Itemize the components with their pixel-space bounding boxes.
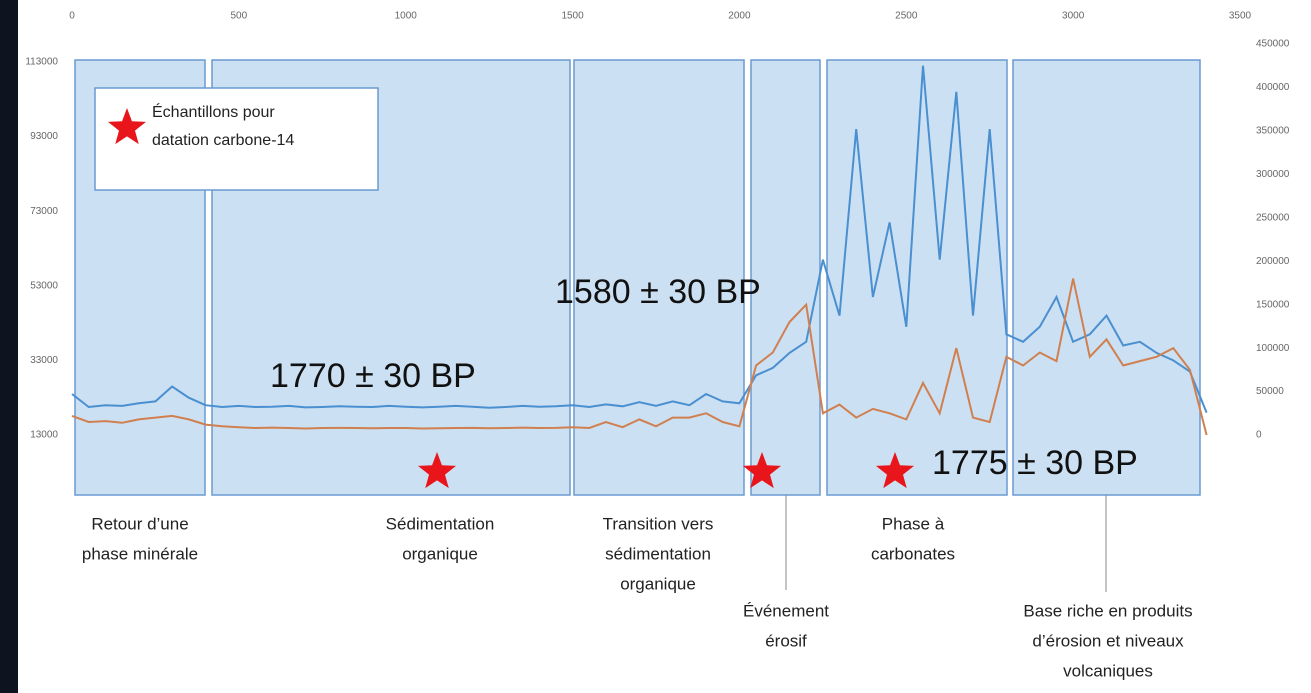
phase-box bbox=[1012, 59, 1201, 496]
phase-label: érosif bbox=[765, 631, 807, 650]
y-tick-label: 73000 bbox=[30, 206, 58, 217]
y-tick-label: 13000 bbox=[30, 430, 58, 441]
sample-star bbox=[742, 452, 782, 489]
x-tick-label: 3000 bbox=[1062, 11, 1085, 22]
y-tick-label: 93000 bbox=[30, 131, 58, 142]
y2-tick-label: 450000 bbox=[1256, 39, 1290, 50]
phase-label: organique bbox=[402, 544, 478, 563]
y2-tick-label: 50000 bbox=[1256, 386, 1284, 397]
sample-star bbox=[417, 452, 457, 489]
y2-tick-label: 250000 bbox=[1256, 212, 1290, 223]
y2-tick-label: 400000 bbox=[1256, 82, 1290, 93]
phase-label: carbonates bbox=[871, 544, 955, 563]
legend-text: Échantillons pour bbox=[152, 102, 275, 121]
data-line bbox=[71, 278, 1208, 436]
phase-label: Sédimentation bbox=[386, 514, 495, 533]
x-tick-label: 3500 bbox=[1229, 11, 1252, 22]
phase-label: Retour d’une bbox=[91, 514, 188, 533]
x-tick-label: 1500 bbox=[561, 11, 584, 22]
phase-label: Événement bbox=[743, 601, 829, 620]
phase-label: Phase à bbox=[882, 514, 945, 533]
x-tick-label: 2500 bbox=[895, 11, 918, 22]
phase-label: phase minérale bbox=[82, 544, 198, 563]
phase-label: Transition vers bbox=[603, 514, 714, 533]
legend-text: datation carbone-14 bbox=[152, 132, 294, 149]
left-strip bbox=[0, 0, 18, 693]
y2-tick-label: 0 bbox=[1256, 430, 1262, 441]
phase-label: organique bbox=[620, 574, 696, 593]
y-tick-label: 33000 bbox=[30, 355, 58, 366]
data-line bbox=[71, 65, 1208, 413]
phase-label: Base riche en produits bbox=[1023, 601, 1192, 620]
y2-tick-label: 100000 bbox=[1256, 343, 1290, 354]
legend-box bbox=[94, 87, 379, 191]
y-tick-label: 53000 bbox=[30, 280, 58, 291]
date-label: 1770 ± 30 BP bbox=[270, 357, 476, 395]
y2-tick-label: 350000 bbox=[1256, 126, 1290, 137]
x-tick-label: 2000 bbox=[728, 11, 751, 22]
legend-star bbox=[107, 108, 147, 145]
x-tick-label: 500 bbox=[231, 11, 248, 22]
phase-box bbox=[750, 59, 821, 496]
y-tick-label: 113000 bbox=[25, 57, 58, 68]
x-tick-label: 1000 bbox=[395, 11, 418, 22]
x-tick-label: 0 bbox=[69, 11, 75, 22]
phase-box bbox=[826, 59, 1008, 496]
phase-label: volcaniques bbox=[1063, 661, 1153, 680]
date-label: 1775 ± 30 BP bbox=[932, 444, 1138, 482]
phase-label: sédimentation bbox=[605, 544, 711, 563]
phase-label: d’érosion et niveaux bbox=[1032, 631, 1184, 650]
sample-star bbox=[875, 452, 915, 489]
y2-tick-label: 150000 bbox=[1256, 299, 1290, 310]
y2-tick-label: 300000 bbox=[1256, 169, 1290, 180]
date-label: 1580 ± 30 BP bbox=[555, 273, 761, 311]
y2-tick-label: 200000 bbox=[1256, 256, 1290, 267]
